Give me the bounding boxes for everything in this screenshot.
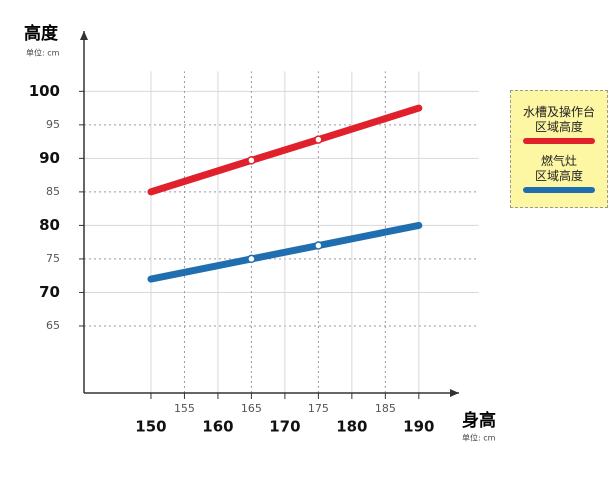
legend-item: 水槽及操作台 区域高度	[517, 105, 601, 144]
legend-swatch	[523, 187, 595, 193]
y-axis-arrow	[80, 31, 88, 40]
legend-label: 燃气灶 区域高度	[534, 154, 583, 183]
x-axis-arrow	[450, 389, 459, 397]
x-tick-label: 185	[375, 402, 396, 415]
y-axis-unit: 单位: cm	[26, 48, 60, 58]
series-line	[147, 104, 423, 196]
x-tick-label: 190	[403, 418, 434, 436]
x-tick-label: 175	[308, 402, 329, 415]
y-tick-label: 80	[39, 216, 60, 234]
y-tick-label: 75	[46, 252, 60, 265]
y-tick-label: 95	[46, 118, 60, 131]
y-axis-title: 高度	[24, 23, 59, 44]
legend-item: 燃气灶 区域高度	[517, 154, 601, 193]
y-tick-label: 65	[46, 319, 60, 332]
y-tick-label: 100	[29, 82, 60, 100]
y-tick-label: 70	[39, 283, 60, 301]
x-tick-label: 155	[174, 402, 195, 415]
x-tick-label: 150	[135, 418, 166, 436]
point-marker	[247, 254, 256, 264]
x-tick-label: 165	[241, 402, 262, 415]
x-tick-label: 180	[336, 418, 367, 436]
legend-swatch	[523, 138, 595, 144]
point-marker	[247, 156, 256, 165]
point-marker	[314, 135, 323, 144]
legend: 水槽及操作台 区域高度 燃气灶 区域高度	[510, 90, 608, 208]
x-axis-unit: 单位: cm	[462, 433, 496, 443]
x-tick-label: 160	[202, 418, 233, 436]
y-tick-label: 85	[46, 185, 60, 198]
series-line	[147, 221, 423, 283]
point-marker	[314, 241, 323, 250]
x-tick-label: 170	[269, 418, 300, 436]
y-tick-label: 90	[39, 149, 60, 167]
x-axis-title: 身高	[462, 410, 496, 431]
legend-label: 水槽及操作台 区域高度	[522, 105, 595, 134]
